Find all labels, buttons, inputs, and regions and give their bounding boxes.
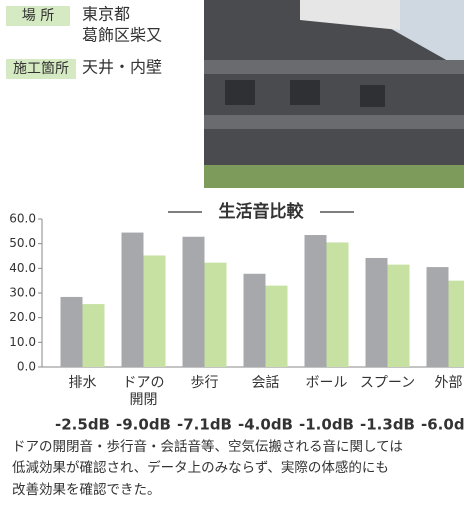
y-tick-label: 10.0 xyxy=(9,335,36,349)
x-tick-label: ドアの開閉 xyxy=(123,375,165,408)
bar xyxy=(304,235,327,367)
bar xyxy=(143,255,166,367)
label-box xyxy=(6,6,70,26)
y-tick-label: 50.0 xyxy=(9,236,36,250)
x-tick-label: 会話 xyxy=(252,374,280,391)
y-tick-label: 30.0 xyxy=(9,286,36,300)
location-label: 場 所 xyxy=(22,8,54,24)
label-box xyxy=(6,59,76,79)
annotation: -1.3dB xyxy=(360,416,415,434)
bar xyxy=(243,273,266,367)
bar xyxy=(426,267,449,367)
site: 天井・内壁 xyxy=(82,58,162,77)
location: 東京都 xyxy=(82,5,130,24)
bar xyxy=(82,304,105,367)
annotation: -1.0dB xyxy=(299,416,354,434)
x-tick-label: ボール xyxy=(306,375,348,391)
bar xyxy=(365,257,388,367)
bar xyxy=(448,280,464,367)
annotation: -4.0dB xyxy=(238,416,293,434)
bar xyxy=(387,264,410,367)
bar xyxy=(204,262,227,367)
site-label: 施工箇所 xyxy=(13,60,69,77)
bar xyxy=(182,236,205,367)
bar xyxy=(265,285,288,367)
y-tick-label: 0.0 xyxy=(17,360,36,374)
bar xyxy=(121,232,144,367)
bar xyxy=(60,296,83,367)
annotation: -7.1dB xyxy=(177,416,232,434)
x-tick-label: 歩行 xyxy=(191,375,219,391)
photo xyxy=(204,0,464,188)
annotation: -2.5dB xyxy=(55,416,110,434)
annotation: -9.0dB xyxy=(116,416,171,434)
y-tick-label: 60.0 xyxy=(9,212,36,226)
x-tick-label: 排水 xyxy=(69,375,97,391)
caption-line: 改善効果を確認できた。 xyxy=(12,482,161,498)
caption-line: ドアの開閉音・歩行音・会話音等、空気伝搬される音に関しては xyxy=(12,438,403,455)
bar xyxy=(326,242,349,367)
chart-title: 生活音比較 xyxy=(219,201,305,222)
location: 葛飾区柴又 xyxy=(82,26,162,45)
y-tick-label: 40.0 xyxy=(9,261,36,275)
annotation: -6.0dB xyxy=(421,416,464,434)
caption-line: 低減効果が確認され、データ上のみならず、実際の体感的にも xyxy=(12,459,389,476)
x-tick-label: スプーン xyxy=(360,375,415,391)
y-tick-label: 20.0 xyxy=(9,310,36,324)
x-tick-label: 外部 xyxy=(435,375,463,391)
